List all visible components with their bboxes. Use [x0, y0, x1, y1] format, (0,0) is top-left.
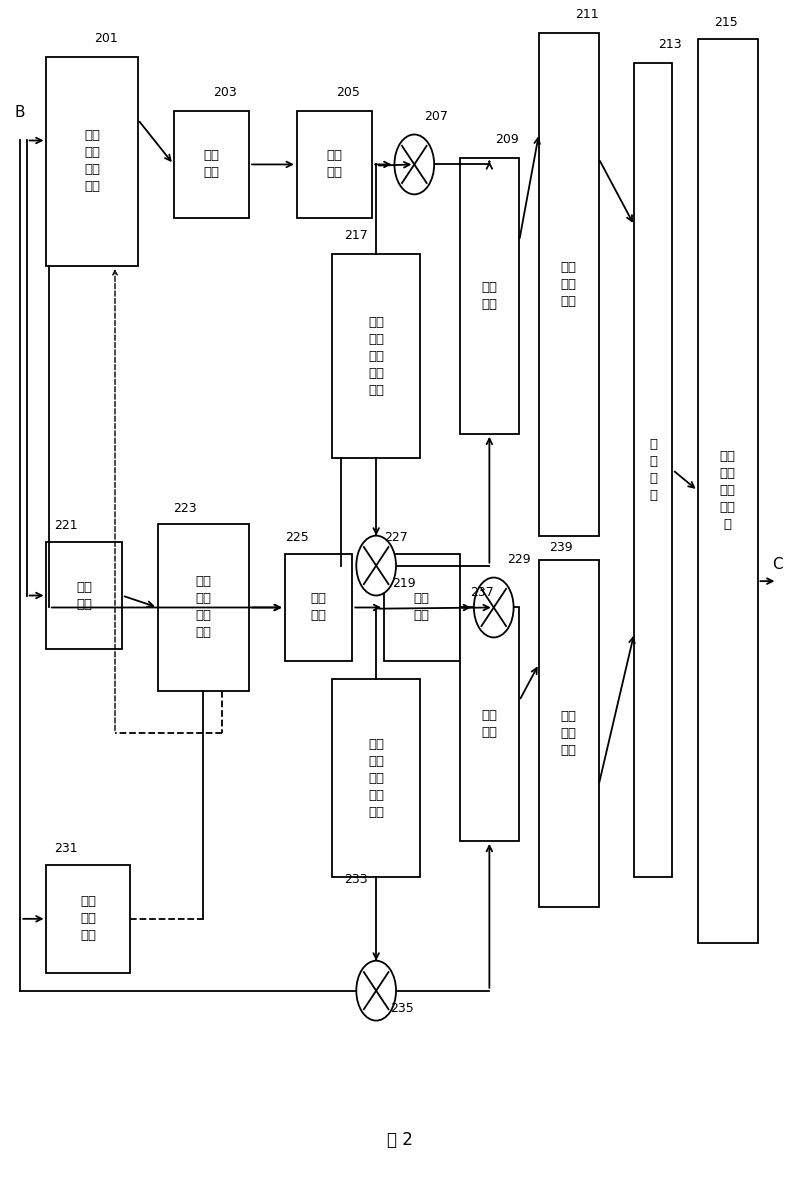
Text: 223: 223 [174, 503, 198, 515]
Text: 233: 233 [344, 873, 368, 887]
Text: 对数
运算
单元: 对数 运算 单元 [561, 710, 577, 757]
Bar [158, 523, 249, 692]
Text: 207: 207 [424, 109, 448, 123]
Bar [174, 111, 249, 218]
Bar [698, 38, 758, 943]
Bar [634, 63, 673, 877]
Text: 217: 217 [344, 230, 368, 242]
Text: 平方
单元: 平方 单元 [203, 149, 219, 179]
Text: 215: 215 [714, 16, 738, 29]
Text: 延迟
单元: 延迟 单元 [414, 593, 430, 622]
Text: 205: 205 [337, 85, 360, 99]
Bar [46, 541, 122, 650]
Circle shape [356, 961, 396, 1020]
Text: 统计
平均
处理
单元: 统计 平均 处理 单元 [195, 575, 211, 640]
Text: 237: 237 [470, 586, 494, 599]
Text: 减
法
单
元: 减 法 单 元 [650, 438, 658, 502]
Text: 221: 221 [54, 518, 78, 532]
Bar [459, 159, 519, 434]
Bar [384, 553, 459, 662]
Bar [459, 608, 519, 841]
Text: C: C [772, 557, 782, 571]
Text: 求和
单元: 求和 单元 [482, 282, 498, 312]
Text: 219: 219 [392, 576, 416, 589]
Text: 235: 235 [390, 1002, 414, 1014]
Text: 201: 201 [94, 31, 118, 45]
Text: 信干
比测
量修
正单
元: 信干 比测 量修 正单 元 [720, 450, 736, 532]
Text: 图 2: 图 2 [387, 1131, 413, 1149]
Text: 信号
滤波
因子
生成
单元: 信号 滤波 因子 生成 单元 [368, 315, 384, 397]
Text: 211: 211 [574, 7, 598, 20]
Text: 227: 227 [384, 531, 408, 544]
Bar [297, 111, 372, 218]
Text: 239: 239 [550, 540, 573, 553]
Text: 干扰
滤波
因子
生成
单元: 干扰 滤波 因子 生成 单元 [368, 737, 384, 818]
Text: 求和
单元: 求和 单元 [482, 710, 498, 739]
Circle shape [474, 577, 514, 638]
Text: 对数
运算
单元: 对数 运算 单元 [561, 261, 577, 308]
Text: 时隙
定时
单元: 时隙 定时 单元 [80, 895, 96, 942]
Bar [46, 865, 130, 973]
Bar [333, 254, 420, 458]
Text: 延迟
单元: 延迟 单元 [326, 149, 342, 179]
Text: 209: 209 [495, 134, 519, 147]
Text: 229: 229 [507, 552, 531, 565]
Text: 225: 225 [285, 531, 309, 544]
Text: 213: 213 [658, 37, 682, 51]
Text: 统计
平均
处理
单元: 统计 平均 处理 单元 [84, 130, 100, 194]
Text: 203: 203 [214, 85, 237, 99]
Text: B: B [14, 106, 25, 120]
Bar [539, 559, 598, 907]
Bar [46, 57, 138, 266]
Bar [333, 680, 420, 877]
Circle shape [356, 535, 396, 595]
Text: 231: 231 [54, 842, 78, 855]
Bar [539, 32, 598, 535]
Circle shape [394, 135, 434, 195]
Text: 平方
单元: 平方 单元 [76, 581, 92, 610]
Text: 减法
单元: 减法 单元 [310, 593, 326, 622]
Bar [285, 553, 352, 662]
